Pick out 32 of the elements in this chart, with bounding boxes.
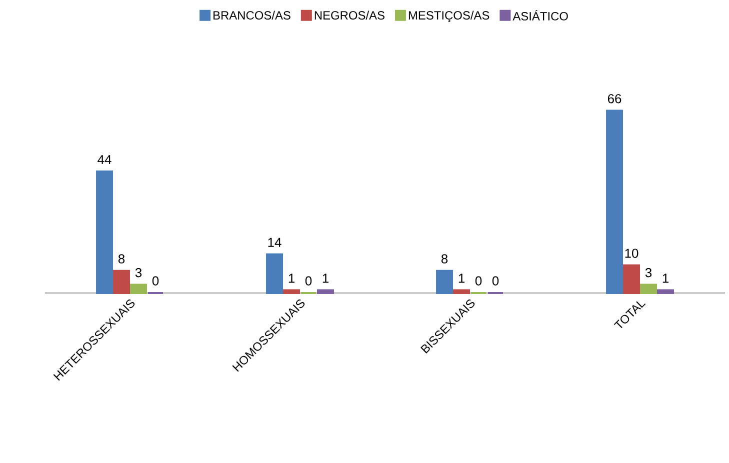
data-label: 1 <box>322 274 328 283</box>
data-label: 44 <box>98 155 112 164</box>
bar <box>656 289 674 294</box>
data-label: 0 <box>152 276 159 286</box>
legend-label: ASIÁTICO <box>512 10 568 20</box>
data-label: 66 <box>608 94 622 104</box>
bar <box>266 253 284 294</box>
bar <box>130 284 147 294</box>
data-label: 1 <box>662 274 668 283</box>
legend-label: BRANCOS/AS <box>214 10 290 20</box>
legend-label: NEGROS/AS <box>314 10 384 20</box>
bar <box>606 110 624 294</box>
data-label: 0 <box>492 276 499 286</box>
bar <box>436 270 454 294</box>
data-label: 8 <box>441 254 448 264</box>
legend-label: MESTIÇOS/AS <box>408 10 490 22</box>
data-label: 3 <box>645 268 652 278</box>
bar <box>453 289 470 294</box>
data-label: 14 <box>268 238 282 247</box>
data-label: 0 <box>475 276 482 286</box>
bar <box>640 284 658 294</box>
bar <box>113 270 130 294</box>
data-label: 1 <box>458 274 464 283</box>
data-label: 1 <box>288 274 294 283</box>
bar <box>623 264 640 294</box>
bar <box>283 289 300 294</box>
data-label: 0 <box>305 276 312 286</box>
bar <box>316 289 334 294</box>
data-label: 8 <box>118 254 125 264</box>
bar <box>96 170 114 294</box>
data-label: 10 <box>625 248 638 258</box>
data-label: 3 <box>135 268 142 278</box>
